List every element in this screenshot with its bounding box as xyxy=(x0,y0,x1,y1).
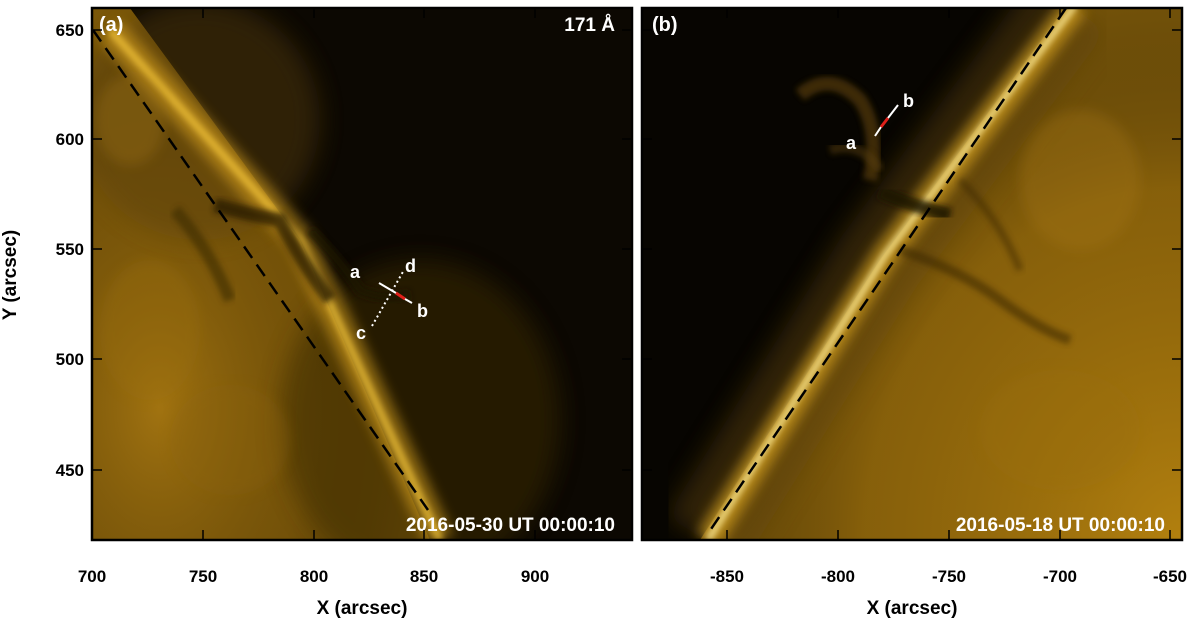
x-axis-title-b: X (arcsec) xyxy=(867,598,958,619)
panel-b-y-ticks xyxy=(642,29,1182,471)
cut-ab-white-end xyxy=(404,298,413,304)
x-tick-label: 750 xyxy=(189,567,217,586)
panel-a-marker-c: c xyxy=(356,323,366,343)
panel-b-label: (b) xyxy=(652,14,678,36)
x-axis-title-a: X (arcsec) xyxy=(317,598,408,619)
y-axis-title: Y (arcsec) xyxy=(0,230,21,321)
panel-a-marker-b: b xyxy=(417,301,428,321)
x-tick-label: -650 xyxy=(1153,567,1187,586)
x-tick-label: 850 xyxy=(410,567,438,586)
cut-ab-red xyxy=(395,291,406,301)
panel-b-image xyxy=(642,8,1182,540)
panel-a-marker-d: d xyxy=(405,256,416,276)
x-tick-label: -700 xyxy=(1043,567,1077,586)
cut-cd-dotted xyxy=(371,269,405,327)
panel-a-cuts xyxy=(371,269,413,327)
panel-a-limb-line xyxy=(91,29,430,511)
x-tick-label: 700 xyxy=(78,567,106,586)
panel-b-cut xyxy=(874,104,899,137)
x-tick-label: -800 xyxy=(821,567,855,586)
panel-a-image xyxy=(92,8,632,540)
y-tick-label: 450 xyxy=(56,461,84,480)
panel-b-marker-b: b xyxy=(903,91,914,111)
panel-b-limb-line xyxy=(707,7,1068,533)
y-tick-label: 550 xyxy=(56,240,84,259)
cut-ab-white-end xyxy=(887,104,899,119)
cut-ab-white xyxy=(378,282,397,294)
y-tick-label: 500 xyxy=(56,350,84,369)
cut-ab-red xyxy=(879,117,890,128)
panel-a-y-ticks xyxy=(92,29,632,471)
panel-b-timestamp: 2016-05-18 UT 00:00:10 xyxy=(956,515,1165,536)
x-tick-label: 900 xyxy=(521,567,549,586)
panel-b-x-ticks xyxy=(726,8,1171,540)
panel-a-label: (a) xyxy=(99,14,123,36)
panel-a-x-ticks xyxy=(91,8,536,540)
x-tick-label: 800 xyxy=(300,567,328,586)
x-tick-label: -750 xyxy=(932,567,966,586)
x-tick-label: -850 xyxy=(710,567,744,586)
y-tick-label: 600 xyxy=(56,130,84,149)
panel-a-marker-a: a xyxy=(350,262,361,282)
y-tick-label: 650 xyxy=(56,21,84,40)
wavelength-label: 171 Å xyxy=(564,15,615,36)
panel-b-frame xyxy=(640,6,1184,542)
panel-a-frame xyxy=(90,6,634,542)
panel-a-timestamp: 2016-05-30 UT 00:00:10 xyxy=(406,515,615,536)
cut-ab-white xyxy=(874,126,882,137)
panel-b-marker-a: a xyxy=(846,133,857,153)
